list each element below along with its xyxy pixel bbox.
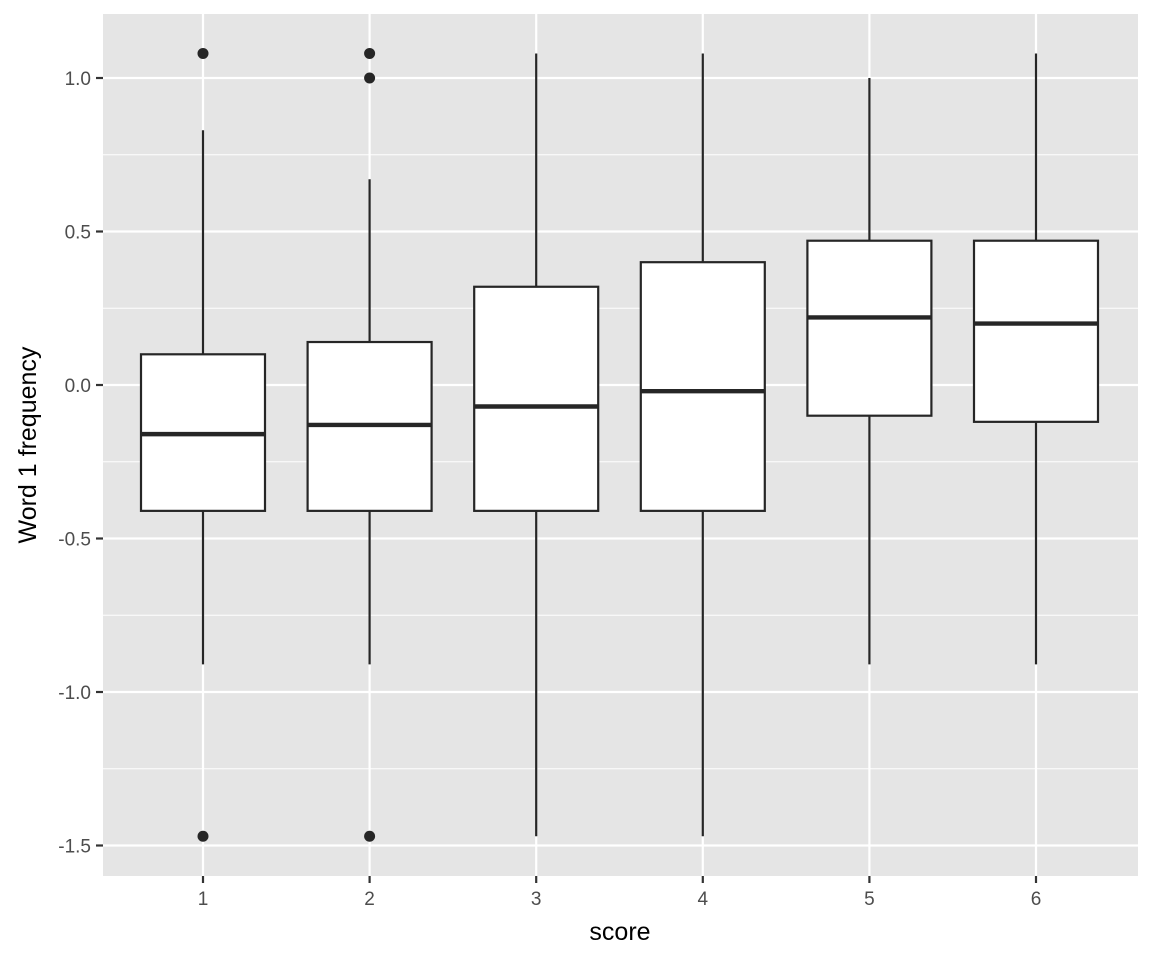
box-4 <box>639 53 766 837</box>
y-tick-label: 0.5 <box>65 223 91 244</box>
iqr-box <box>639 261 766 512</box>
iqr-box <box>972 239 1100 423</box>
y-tick-label: 1.0 <box>65 69 91 90</box>
iqr-box <box>806 239 933 417</box>
boxes-layer <box>139 47 1100 842</box>
y-tick-label: -1.5 <box>58 837 91 858</box>
box-5 <box>806 78 933 665</box>
outlier-point <box>197 47 209 59</box>
box-6 <box>972 53 1100 665</box>
y-tick-label: 0.0 <box>65 376 91 397</box>
x-tick-label: 1 <box>198 889 209 910</box>
x-tick-label: 6 <box>1031 889 1042 910</box>
box-3 <box>473 53 600 837</box>
box-1 <box>139 47 267 842</box>
x-tick-label: 3 <box>531 889 542 910</box>
outlier-point <box>364 830 376 842</box>
y-axis: -1.5 -1.0 -0.5 0.0 0.5 1.0 <box>58 69 103 858</box>
minor-gridlines <box>103 154 1138 770</box>
x-tick-label: 5 <box>864 889 875 910</box>
x-tick-label: 2 <box>364 889 375 910</box>
y-axis-title: Word 1 frequency <box>14 346 42 543</box>
plot-panel <box>103 14 1138 876</box>
y-tick-label: -0.5 <box>58 530 91 551</box>
outlier-point <box>197 830 209 842</box>
outlier-point <box>364 72 376 84</box>
box-2 <box>306 47 433 842</box>
x-axis: 1 2 3 4 5 6 <box>198 876 1042 910</box>
x-axis-title: score <box>589 918 650 946</box>
outlier-point <box>364 47 376 59</box>
x-tick-label: 4 <box>698 889 709 910</box>
iqr-box <box>473 285 600 512</box>
y-tick-label: -1.0 <box>58 683 91 704</box>
